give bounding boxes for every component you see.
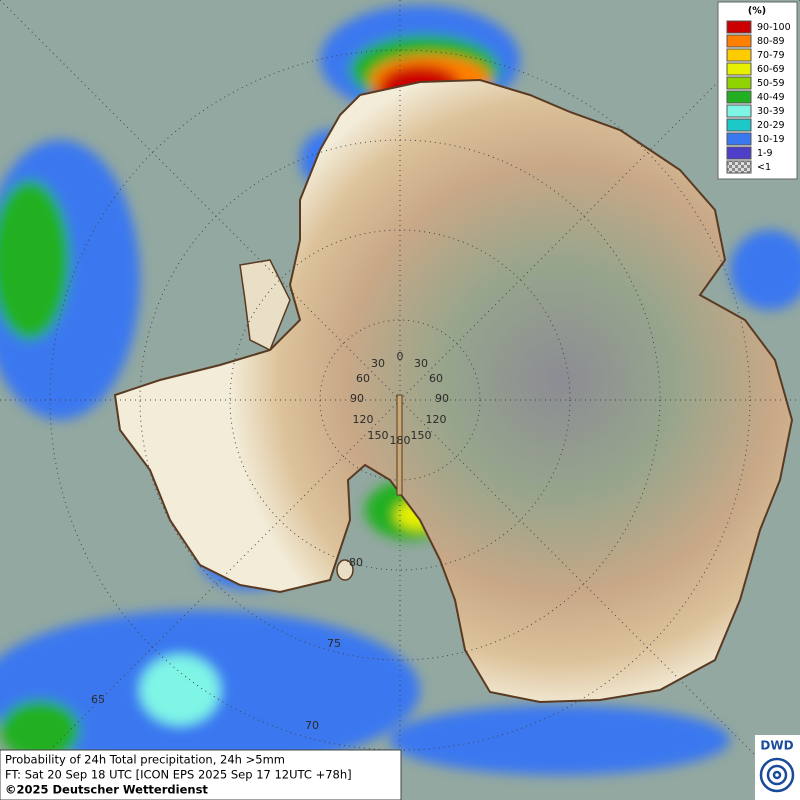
legend: (%) 90-100 80-89 70-79 60-69 50-59 40-49 30-39… bbox=[717, 1, 798, 180]
graticule-label: 70 bbox=[305, 719, 319, 732]
legend-label: 1-9 bbox=[757, 148, 773, 159]
legend-label: 30-39 bbox=[757, 106, 785, 117]
footer-box bbox=[0, 749, 402, 800]
legend-title: (%) bbox=[748, 6, 766, 17]
legend-label: 10-19 bbox=[757, 134, 785, 145]
legend-swatch bbox=[726, 48, 752, 62]
legend-swatch bbox=[726, 34, 752, 48]
legend-label: 60-69 bbox=[757, 64, 785, 75]
legend-swatch bbox=[726, 104, 752, 118]
graticule-label: 120 bbox=[353, 413, 374, 426]
legend-swatch bbox=[726, 118, 752, 132]
legend-label: 80-89 bbox=[757, 36, 785, 47]
island bbox=[336, 559, 354, 581]
ice-shelf bbox=[239, 259, 291, 352]
legend-swatch bbox=[726, 62, 752, 76]
footer-time: FT: Sat 20 Sep 18 UTC [ICON EPS 2025 Sep… bbox=[5, 768, 352, 782]
logo-text: DWD bbox=[760, 739, 793, 753]
legend-swatch bbox=[726, 90, 752, 104]
graticule-label: 0 bbox=[397, 350, 404, 363]
graticule-label: 150 bbox=[411, 429, 432, 442]
logo-swirl bbox=[759, 757, 795, 793]
graticule-label: 60 bbox=[356, 372, 370, 385]
legend-label: <1 bbox=[757, 162, 771, 173]
graticule-label: 65 bbox=[91, 693, 105, 706]
legend-label: 40-49 bbox=[757, 92, 785, 103]
graticule-label: 90 bbox=[350, 392, 364, 405]
footer-copyright: ©2025 Deutscher Wetterdienst bbox=[5, 783, 208, 797]
graticule-label: 75 bbox=[327, 637, 341, 650]
legend-label: 50-59 bbox=[757, 78, 785, 89]
legend-label: 90-100 bbox=[757, 22, 791, 33]
graticule-label: 120 bbox=[426, 413, 447, 426]
legend-swatch bbox=[726, 146, 752, 160]
graticule-label: 180 bbox=[390, 434, 411, 447]
legend-label: 70-79 bbox=[757, 50, 785, 61]
graticule-label: 80 bbox=[349, 556, 363, 569]
ice-strip bbox=[396, 394, 403, 496]
footer-title: Probability of 24h Total precipitation, … bbox=[5, 753, 285, 767]
antarctica bbox=[113, 78, 794, 704]
legend-label: 20-29 bbox=[757, 120, 785, 131]
legend-swatch bbox=[726, 160, 752, 174]
legend-swatch bbox=[726, 76, 752, 90]
graticule-label: 30 bbox=[414, 357, 428, 370]
legend-swatch bbox=[726, 20, 752, 34]
graticule-label: 90 bbox=[435, 392, 449, 405]
graticule-label: 30 bbox=[371, 357, 385, 370]
graticule-label: 150 bbox=[368, 429, 389, 442]
graticule-label: 60 bbox=[429, 372, 443, 385]
legend-swatch bbox=[726, 132, 752, 146]
